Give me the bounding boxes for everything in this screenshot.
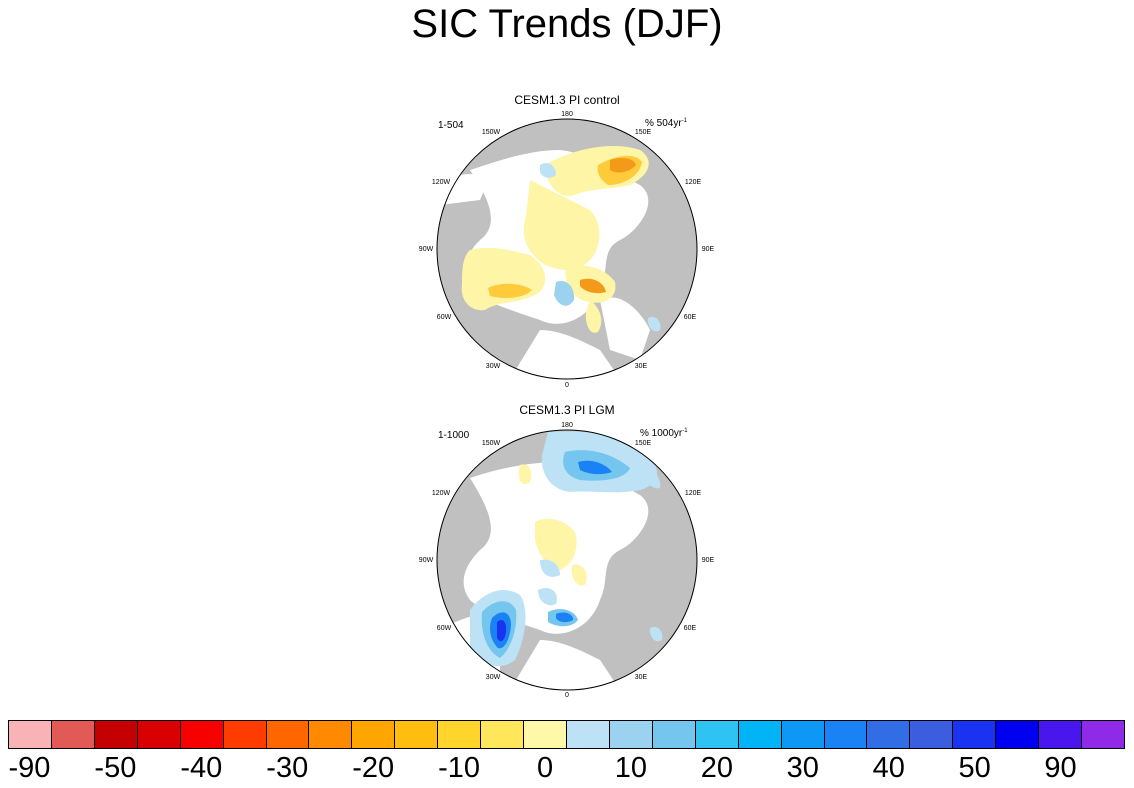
colorbar-label: 0 — [536, 752, 554, 784]
lon-label: 90E — [702, 557, 715, 564]
figure-title: SIC Trends (DJF) — [411, 2, 723, 46]
lon-label: 120E — [685, 490, 702, 497]
lon-label: 120E — [685, 179, 702, 186]
colorbar-swatch — [137, 721, 181, 748]
colorbar-label: 20 — [700, 752, 733, 784]
colorbar-label: 10 — [614, 752, 648, 784]
colorbar-label: -10 — [438, 752, 481, 784]
colorbar-swatch — [438, 721, 482, 748]
lon-label: 30W — [486, 674, 501, 681]
lon-label: 30E — [635, 674, 648, 681]
colorbar — [8, 720, 1125, 749]
colorbar-label: 40 — [872, 752, 905, 784]
colorbar-swatch — [609, 721, 653, 748]
panel-subtitle: CESM1.3 PI control — [514, 93, 619, 107]
panel-period-label: 1-1000 — [438, 430, 470, 441]
colorbar-swatch — [309, 721, 353, 748]
lon-label: 60E — [684, 625, 697, 632]
colorbar-swatch — [94, 721, 138, 748]
map-disk — [437, 430, 697, 690]
colorbar-swatch — [223, 721, 267, 748]
colorbar-label: -50 — [94, 752, 137, 784]
panel-pi-control: CESM1.3 PI control 1-504 % 504yr-1 — [419, 93, 715, 389]
colorbar-swatch — [652, 721, 696, 748]
colorbar-label: 50 — [958, 752, 991, 784]
lon-label: 150E — [635, 129, 652, 136]
colorbar-swatch — [910, 721, 954, 748]
lon-label: 90W — [419, 557, 434, 564]
map-boundary — [436, 118, 698, 380]
colorbar-swatch — [953, 721, 997, 748]
lon-label: 30E — [635, 363, 648, 370]
colorbar-swatch — [395, 721, 439, 748]
map-panels: CESM1.3 PI control 1-504 % 504yr-1 — [419, 93, 715, 699]
colorbar-swatch — [996, 721, 1040, 748]
lon-label: 0 — [565, 382, 569, 389]
colorbar-swatch — [695, 721, 739, 748]
panel-subtitle: CESM1.3 PI LGM — [519, 403, 614, 417]
lon-label: 180 — [561, 111, 573, 118]
colorbar-swatch — [9, 721, 52, 748]
lon-label: 0 — [565, 692, 569, 699]
panel-units-label: % 1000yr-1 — [640, 428, 688, 439]
panel-pi-lgm: CESM1.3 PI LGM 1-1000 % 1000yr-1 — [419, 403, 715, 699]
colorbar-swatch — [352, 721, 396, 748]
lon-label: 180 — [561, 422, 573, 429]
lon-label: 60W — [437, 314, 452, 321]
colorbar-swatch — [824, 721, 868, 748]
lon-label: 120W — [432, 490, 451, 497]
lon-label: 60E — [684, 314, 697, 321]
colorbar-label: -40 — [180, 752, 223, 784]
colorbar-label: 90 — [1044, 752, 1077, 784]
colorbar-swatch — [481, 721, 525, 748]
colorbar-swatch — [266, 721, 310, 748]
colorbar-swatch — [1039, 721, 1083, 748]
colorbar-label: -90 — [8, 752, 51, 784]
lon-label: 150W — [482, 129, 501, 136]
colorbar-swatch — [51, 721, 95, 748]
panel-units-label: % 504yr-1 — [645, 118, 688, 129]
lon-label: 30W — [486, 363, 501, 370]
lon-label: 60W — [437, 625, 452, 632]
colorbar-swatch — [1082, 721, 1124, 748]
lon-label: 90E — [702, 246, 715, 253]
panel-period-label: 1-504 — [438, 120, 464, 131]
lon-label: 150E — [635, 440, 652, 447]
map-boundary — [436, 429, 698, 691]
lon-label: 150W — [482, 440, 501, 447]
colorbar-label: 30 — [786, 752, 819, 784]
colorbar-swatch — [180, 721, 224, 748]
colorbar-swatch — [524, 721, 567, 748]
colorbar-swatch — [566, 721, 610, 748]
colorbar-label: -20 — [352, 752, 395, 784]
map-disk — [437, 119, 697, 379]
colorbar-label: -30 — [266, 752, 309, 784]
lon-label: 90W — [419, 246, 434, 253]
colorbar-swatch — [738, 721, 782, 748]
colorbar-swatch — [867, 721, 911, 748]
lon-label: 120W — [432, 179, 451, 186]
colorbar-swatch — [781, 721, 825, 748]
